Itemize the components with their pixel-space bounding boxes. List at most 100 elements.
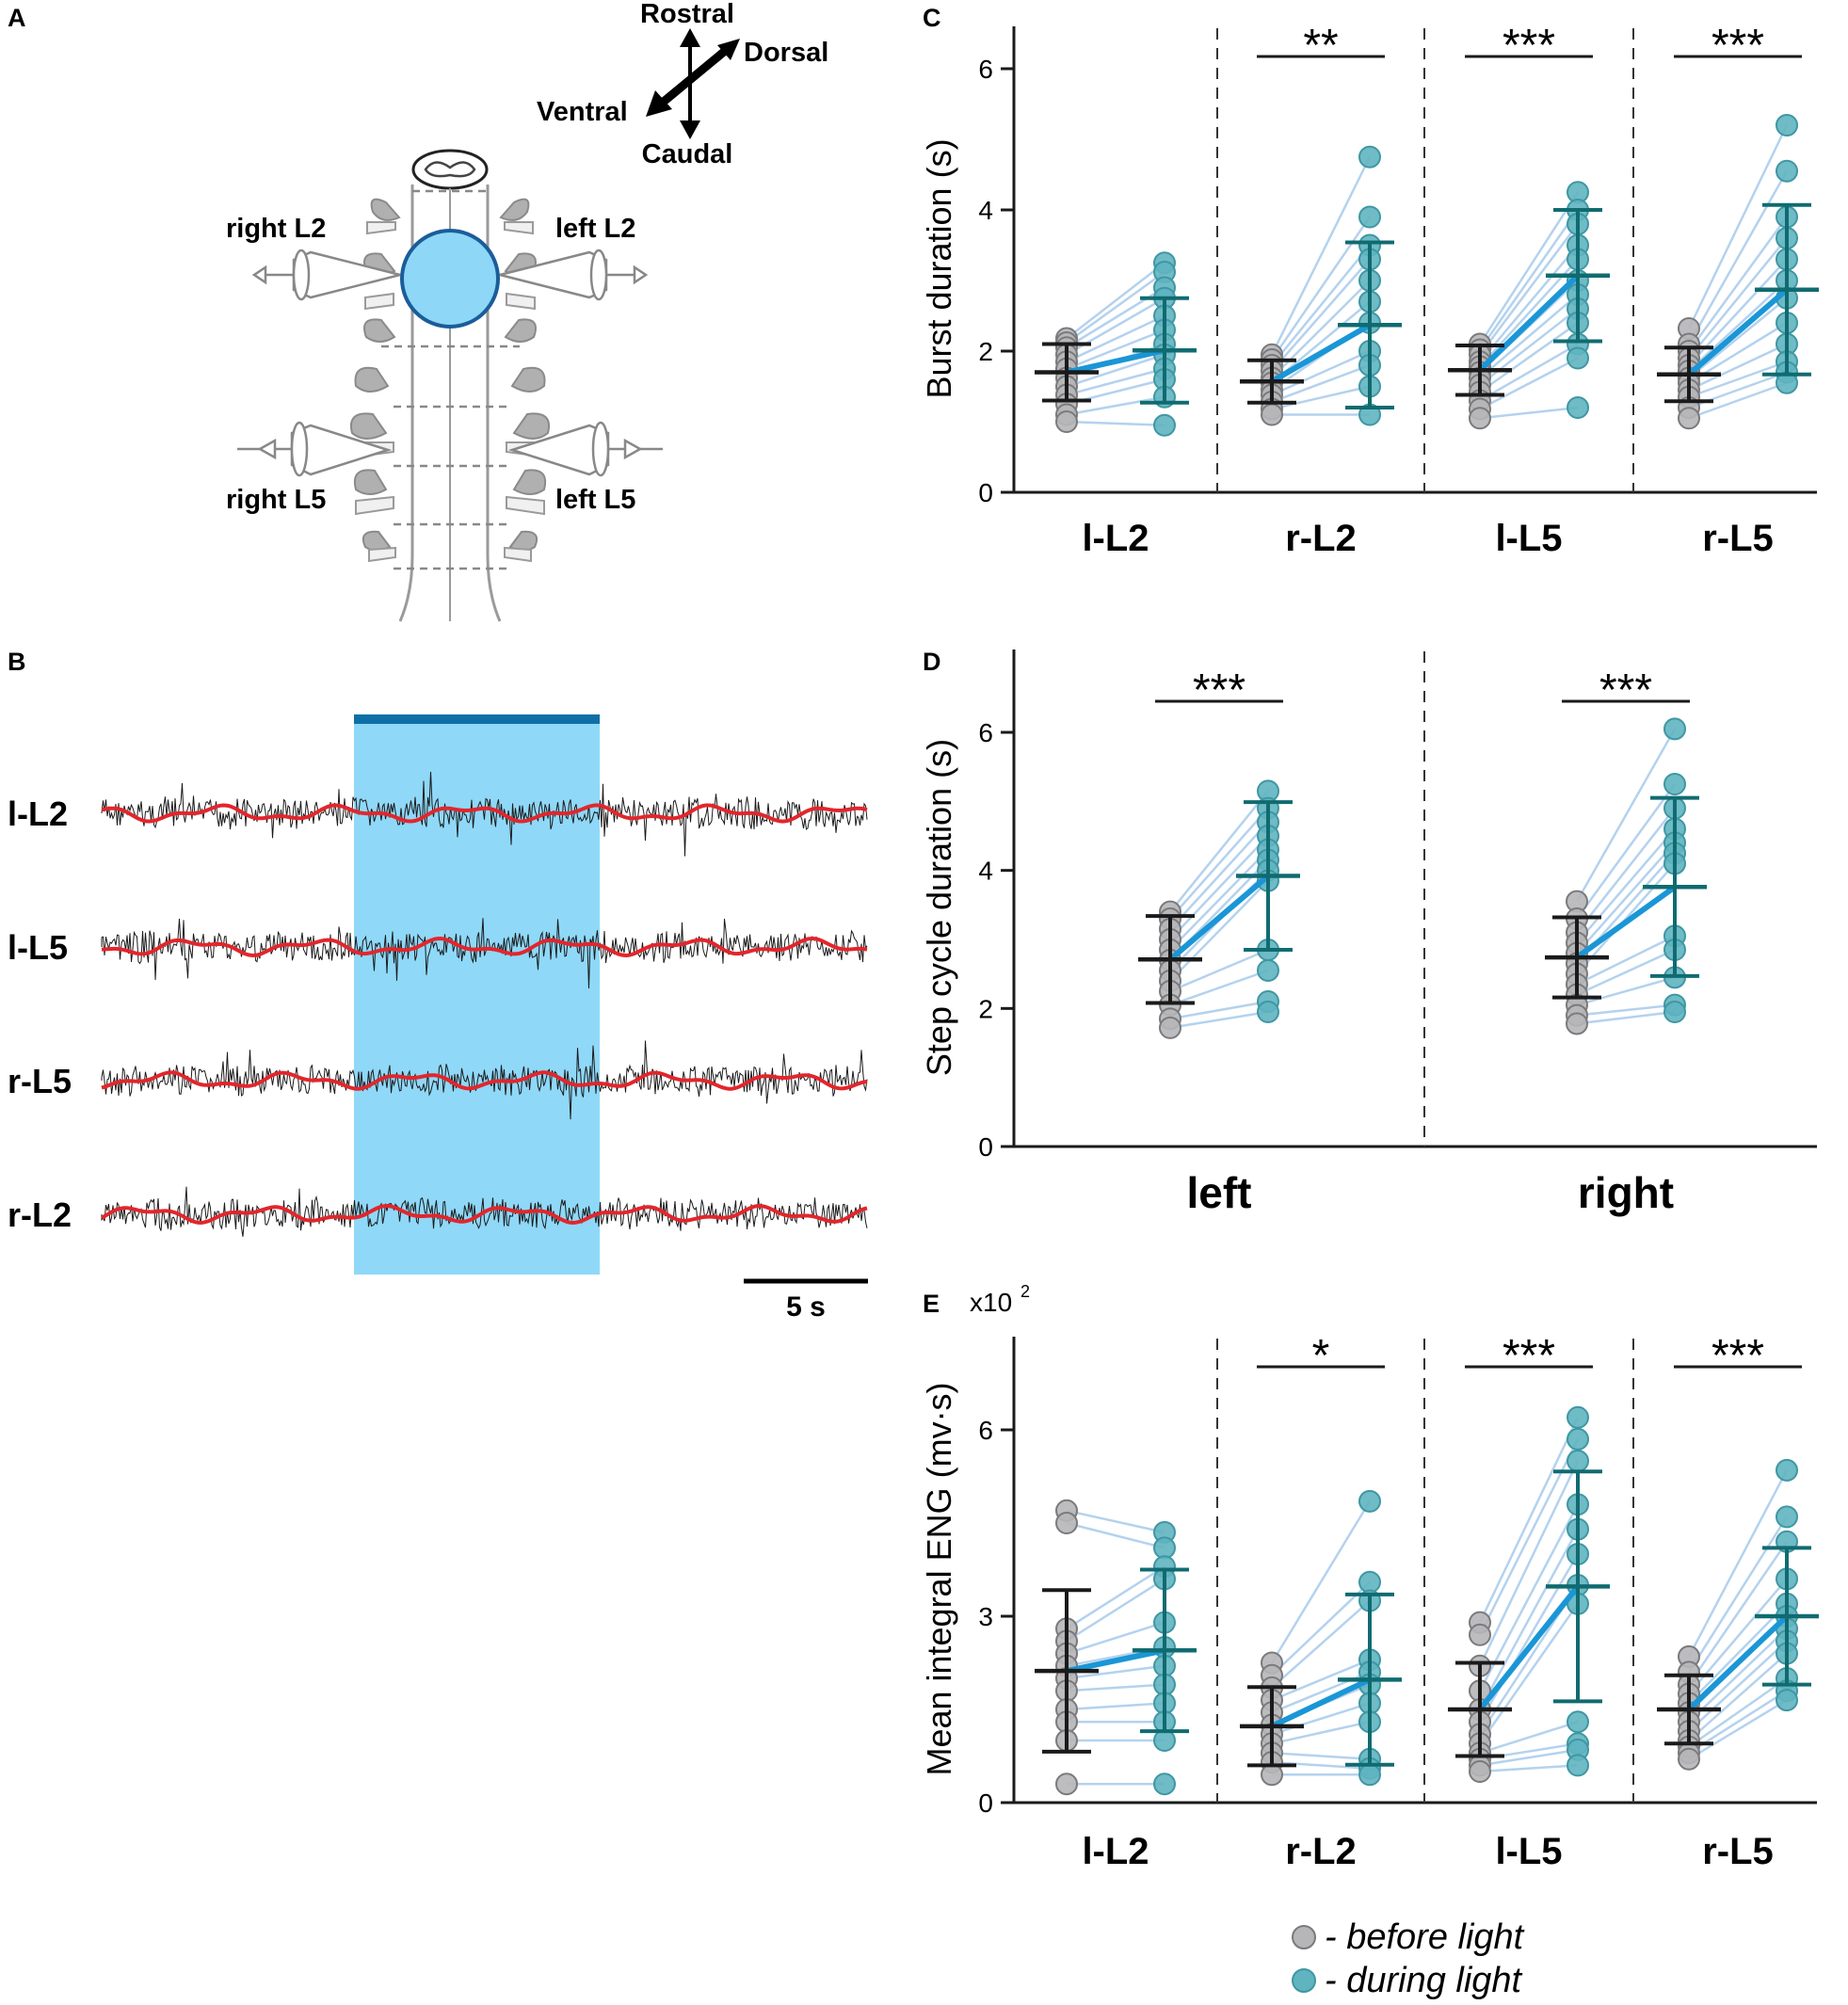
paired-line <box>1576 827 1676 944</box>
paired-line <box>1479 357 1579 410</box>
during-point <box>1663 773 1686 795</box>
panel-label-c: C <box>923 4 941 32</box>
grey-matter-butterfly <box>424 161 476 178</box>
dorsal-label: Dorsal <box>744 38 828 68</box>
light-period-shading <box>354 715 600 1275</box>
paired-line <box>1169 1010 1269 1030</box>
panel-label-a: A <box>8 4 26 32</box>
raw-trace <box>101 1186 868 1237</box>
rostral-arrowhead <box>680 28 700 47</box>
legend-during-marker <box>1292 1968 1316 1993</box>
during-point <box>1567 1754 1589 1777</box>
during-point <box>1776 159 1798 183</box>
during-point <box>1567 1450 1589 1472</box>
before-point <box>1261 403 1283 426</box>
paired-line <box>1478 1603 1580 1745</box>
significance-stars: *** <box>1711 21 1764 71</box>
paired-line <box>1576 842 1676 954</box>
paired-line <box>1271 1599 1371 1689</box>
during-point <box>1567 1405 1589 1429</box>
trace-label: r-L5 <box>8 1062 72 1100</box>
significance-stars: *** <box>1711 1331 1764 1381</box>
significance-stars: *** <box>1193 666 1245 715</box>
y-tick-label: 3 <box>978 1602 993 1631</box>
left-l2-label: left L2 <box>555 214 635 244</box>
mean-connector <box>1066 347 1165 376</box>
paired-line <box>1688 1676 1788 1748</box>
raw-trace <box>101 918 868 989</box>
category-label: l-L2 <box>1082 518 1149 559</box>
paired-line <box>1688 1628 1788 1724</box>
significance-stars: *** <box>1503 21 1555 71</box>
paired-line <box>1687 216 1789 352</box>
group-r-l2: * <box>1240 1331 1402 1787</box>
category-label: l-L5 <box>1495 1831 1562 1872</box>
caudal-arrowhead <box>680 120 700 139</box>
category-label: r-L5 <box>1702 518 1774 559</box>
paired-line <box>1169 790 1269 913</box>
paired-line <box>1169 879 1269 982</box>
electrodes <box>237 249 663 477</box>
during-point <box>1663 717 1686 741</box>
dorsal-root-ganglia <box>350 198 550 552</box>
paired-line <box>1688 1652 1788 1741</box>
paired-line <box>1271 1702 1371 1736</box>
mean-connector <box>1477 1584 1581 1711</box>
significance-stars: ** <box>1303 21 1338 71</box>
paired-line <box>1066 1702 1165 1711</box>
category-label: right <box>1578 1168 1674 1217</box>
during-point <box>1257 959 1279 982</box>
paired-line <box>1066 262 1165 340</box>
paired-line <box>1066 1521 1165 1549</box>
time-scalebar-label: 5 s <box>786 1291 826 1323</box>
paired-line <box>1687 170 1789 345</box>
segment-borders <box>381 189 520 570</box>
paired-line <box>1575 728 1677 903</box>
integrated-envelope <box>101 803 868 824</box>
paired-line <box>1576 1003 1676 1017</box>
category-label: r-L5 <box>1702 1831 1774 1872</box>
paired-line <box>1479 1721 1579 1755</box>
paired-line <box>1478 1529 1580 1710</box>
paired-line <box>1478 209 1580 351</box>
mean-connector <box>1270 1676 1372 1729</box>
paired-line <box>1066 367 1165 396</box>
paired-line <box>1169 848 1269 951</box>
dorsal-arrowhead <box>717 39 740 60</box>
paired-line <box>1576 935 1676 986</box>
paired-line <box>1688 280 1788 372</box>
caudal-label: Caudal <box>642 139 733 169</box>
mean-connector <box>1575 884 1677 960</box>
group-l-l2 <box>1035 1499 1197 1796</box>
right-l5-label: right L5 <box>226 485 326 515</box>
before-point <box>1469 1623 1491 1646</box>
paired-line <box>1271 1751 1371 1761</box>
before-point <box>1261 1763 1283 1787</box>
paired-line <box>1271 1659 1371 1702</box>
during-point <box>1358 205 1381 229</box>
paired-line <box>1576 948 1676 996</box>
panel-label-e: E <box>923 1290 940 1318</box>
y-axis-label: Burst duration (s) <box>920 138 958 398</box>
category-label: left <box>1187 1168 1252 1217</box>
paired-line <box>1479 244 1579 363</box>
mean-connector <box>1687 287 1789 377</box>
before-point <box>1566 1012 1588 1035</box>
before-point <box>1055 1512 1078 1534</box>
rostral-label: Rostral <box>640 0 734 29</box>
group-l-l2 <box>1035 251 1197 437</box>
paired-line <box>1478 223 1580 356</box>
paired-line <box>1576 976 1676 1006</box>
before-point <box>1469 1760 1491 1783</box>
paired-line <box>1688 297 1788 379</box>
group-r-l5: *** <box>1657 21 1819 430</box>
paired-line <box>1688 237 1788 360</box>
paired-line <box>1688 343 1788 392</box>
before-point <box>1678 407 1700 430</box>
group-l-l5: *** <box>1448 21 1610 430</box>
chart-step-cycle-duration: 0 2 4 6 Step cycle duration (s) *** left *** rig… <box>920 650 1817 1217</box>
during-point <box>1567 396 1589 419</box>
group-r-l5: *** <box>1657 1331 1819 1771</box>
legend-before-label: - before light <box>1325 1917 1525 1957</box>
